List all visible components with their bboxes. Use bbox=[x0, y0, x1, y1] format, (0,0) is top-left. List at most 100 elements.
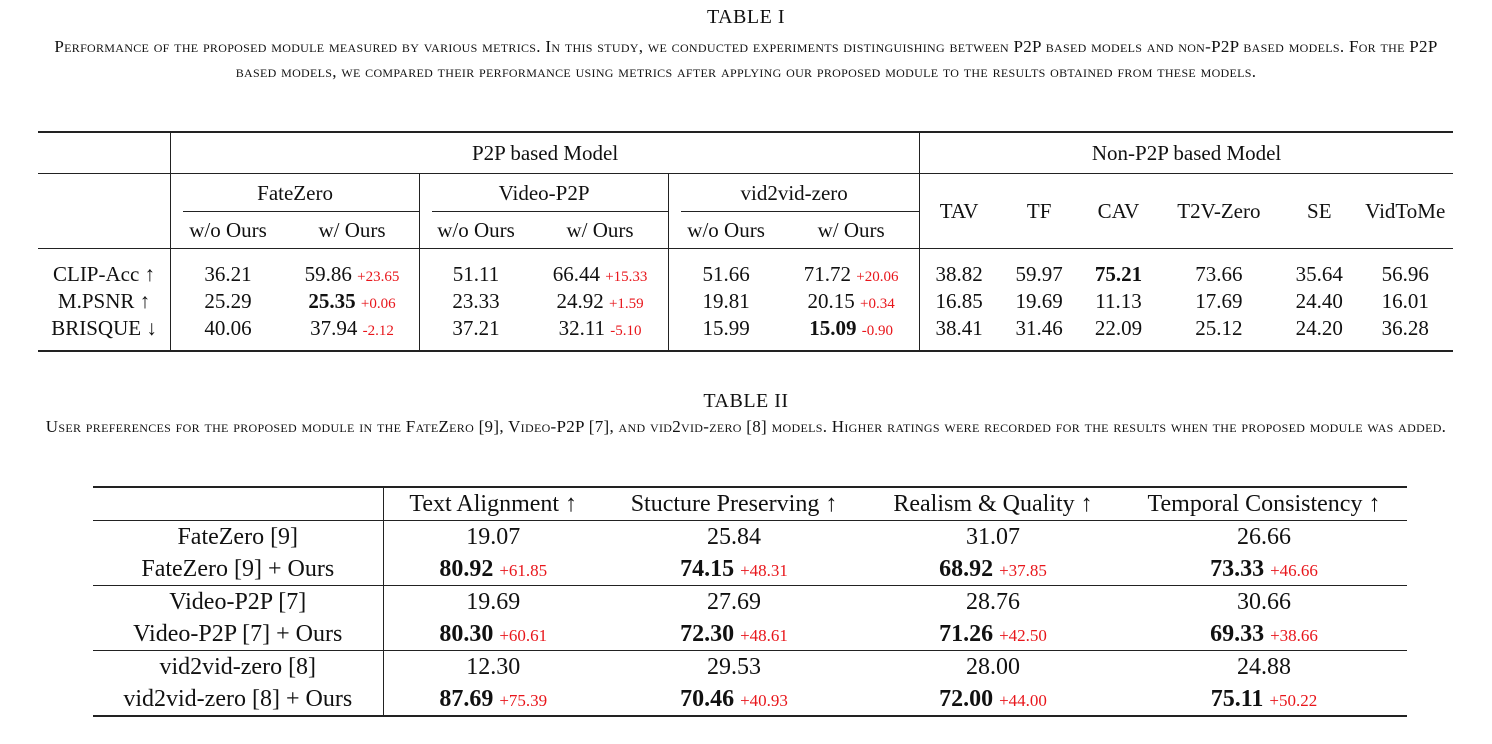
table1-cell: 36.21 bbox=[170, 248, 286, 288]
table1-group-nonp2p: Non-P2P based Model bbox=[919, 131, 1453, 174]
table2-cell: 71.26 +42.50 bbox=[939, 620, 1047, 647]
table1-cell: 59.86 +23.65 bbox=[304, 262, 400, 286]
delta-value: +37.85 bbox=[999, 560, 1047, 580]
table2-cell: 72.30 +48.61 bbox=[680, 620, 788, 647]
table2-cell: 68.92 +37.85 bbox=[939, 555, 1047, 582]
table1-cell: 17.69 bbox=[1195, 289, 1243, 313]
table2-row-label: FateZero [9] bbox=[177, 523, 299, 550]
table1-cell: 31.46 bbox=[997, 315, 1081, 352]
table1-cell: 20.15 +0.34 bbox=[807, 289, 895, 313]
table1-cell: 19.69 bbox=[1015, 289, 1063, 313]
table2-cell: 75.11 +50.22 bbox=[1121, 683, 1407, 717]
table2-cell: 26.66 bbox=[1237, 523, 1291, 550]
delta-value: +0.06 bbox=[360, 296, 396, 312]
table1-cell: 51.11 bbox=[419, 248, 533, 288]
table2-title: TABLE II bbox=[703, 390, 789, 412]
table2-row-label: vid2vid-zero [8] + Ours bbox=[93, 683, 383, 717]
table2-row: Video-P2P [7] + Ours 80.30 +60.61 72.30 … bbox=[93, 618, 1407, 651]
table1-cell: 37.21 bbox=[419, 315, 533, 352]
table1-cell: 71.72 +20.06 bbox=[803, 262, 899, 286]
delta-value: +38.66 bbox=[1270, 625, 1318, 645]
table2-cell: 30.66 bbox=[1121, 585, 1407, 618]
table2-cell: 19.69 bbox=[382, 585, 603, 618]
table1-model-fatezero: FateZero bbox=[170, 173, 420, 212]
table1-cell: 19.81 bbox=[668, 288, 784, 315]
table1-cell: 56.96 bbox=[1381, 262, 1429, 286]
delta-value: +15.33 bbox=[605, 269, 648, 285]
delta-value: +42.50 bbox=[999, 625, 1047, 645]
table1-cell: 73.66 bbox=[1195, 262, 1243, 286]
delta-value: -2.12 bbox=[362, 323, 394, 339]
table1-metric: CLIP-Acc ↑ bbox=[52, 262, 156, 286]
table1-cell: 59.97 bbox=[1015, 262, 1063, 286]
table1-model-vid2vidzero: vid2vid-zero bbox=[668, 173, 920, 212]
delta-value: +40.93 bbox=[740, 690, 788, 710]
table1-cell: 40.06 bbox=[170, 315, 286, 352]
table1-model-se: SE bbox=[1281, 173, 1358, 249]
table2-cell: 80.30 +60.61 bbox=[382, 618, 603, 651]
table1-cell: 24.92 +1.59 bbox=[556, 289, 644, 313]
table2-row-label: Video-P2P [7] bbox=[93, 585, 383, 618]
table1-cell: 32.11 -5.10 bbox=[532, 315, 669, 352]
table1-model-tf: TF bbox=[997, 173, 1081, 249]
table2-row: FateZero [9] 19.07 25.84 31.07 26.66 bbox=[93, 520, 1407, 553]
table1-cell: 25.35 +0.06 bbox=[308, 289, 396, 313]
table2-col-header: Text Alignment ↑ bbox=[382, 486, 603, 521]
table1-model-vidtome: VidToMe bbox=[1357, 173, 1453, 249]
table2-col-header: Realism & Quality ↑ bbox=[865, 486, 1121, 521]
table1-cell: 24.40 bbox=[1295, 289, 1343, 313]
table2-cell: 19.07 bbox=[382, 520, 603, 553]
table2-row: vid2vid-zero [8] + Ours 87.69 +75.39 70.… bbox=[93, 683, 1407, 717]
table1-metric: M.PSNR ↑ bbox=[57, 289, 151, 313]
table1-model-t2vzero: T2V-Zero bbox=[1156, 173, 1282, 249]
delta-value: +23.65 bbox=[357, 269, 400, 285]
table2-col-header: Temporal Consistency ↑ bbox=[1121, 486, 1407, 521]
table1-cell: 16.01 bbox=[1381, 289, 1429, 313]
table2-cell: 28.76 bbox=[865, 585, 1121, 618]
table1-corner bbox=[38, 131, 171, 174]
table1-cell: 35.64 bbox=[1295, 262, 1343, 286]
table1-cell: 16.85 bbox=[919, 288, 998, 315]
table1-row-clipacc: CLIP-Acc ↑ 36.21 59.86 +23.65 51.11 66.4… bbox=[38, 248, 1453, 288]
table1-cell: 38.82 bbox=[919, 248, 998, 288]
table1-metric: BRISQUE ↓ bbox=[38, 315, 171, 352]
table2-cell: 29.53 bbox=[603, 650, 865, 683]
table2-cell: 27.69 bbox=[603, 585, 865, 618]
table2-cell: 74.15 +48.31 bbox=[680, 555, 788, 582]
table2-cell: 87.69 +75.39 bbox=[382, 683, 603, 717]
table2-cell: 31.07 bbox=[966, 523, 1020, 550]
table1-cell: 25.29 bbox=[170, 288, 286, 315]
table2-cell: 72.00 +44.00 bbox=[865, 683, 1121, 717]
table1-sub-w: w/ Ours bbox=[285, 212, 420, 249]
table1-cell: 15.99 bbox=[668, 315, 784, 352]
table2-row: vid2vid-zero [8] 12.30 29.53 28.00 24.88 bbox=[93, 650, 1407, 683]
table2-row: Video-P2P [7] 19.69 27.69 28.76 30.66 bbox=[93, 585, 1407, 618]
delta-value: +44.00 bbox=[999, 690, 1047, 710]
table1-caption: Performance of the proposed module measu… bbox=[54, 37, 1438, 81]
table1-cell: 38.41 bbox=[919, 315, 998, 352]
delta-value: +0.34 bbox=[860, 296, 895, 312]
table1-cell: 24.20 bbox=[1281, 315, 1358, 352]
table1-cell: 23.33 bbox=[419, 288, 533, 315]
table1-cell: 36.28 bbox=[1357, 315, 1453, 352]
delta-value: +48.61 bbox=[740, 625, 788, 645]
table1-row-mpsnr: M.PSNR ↑ 25.29 25.35 +0.06 23.33 24.92 +… bbox=[38, 288, 1453, 315]
table2-cell: 24.88 bbox=[1121, 650, 1407, 683]
table1-sub-wo: w/o Ours bbox=[668, 212, 784, 249]
delta-value: +20.06 bbox=[856, 269, 899, 285]
table1-row-brisque: BRISQUE ↓ 40.06 37.94 -2.12 37.21 32.11 … bbox=[38, 315, 1453, 352]
table2-cell: 28.00 bbox=[865, 650, 1121, 683]
delta-value: +46.66 bbox=[1270, 560, 1318, 580]
table2-cell: 12.30 bbox=[382, 650, 603, 683]
table1-model-tav: TAV bbox=[919, 173, 998, 249]
table2-row: FateZero [9] + Ours 80.92 +61.85 74.15 +… bbox=[93, 553, 1407, 586]
table1-group-p2p: P2P based Model bbox=[170, 131, 920, 174]
table2-cell: 25.84 bbox=[707, 523, 761, 550]
table1-cell-best: 75.21 bbox=[1094, 262, 1143, 286]
table1-model-videop2p: Video-P2P bbox=[419, 173, 669, 212]
delta-value: +61.85 bbox=[499, 560, 548, 580]
delta-value: +1.59 bbox=[608, 296, 644, 312]
table2-row-label: FateZero [9] + Ours bbox=[141, 555, 335, 582]
delta-value: +50.22 bbox=[1269, 690, 1318, 710]
table2-cell: 80.92 +61.85 bbox=[382, 553, 603, 586]
